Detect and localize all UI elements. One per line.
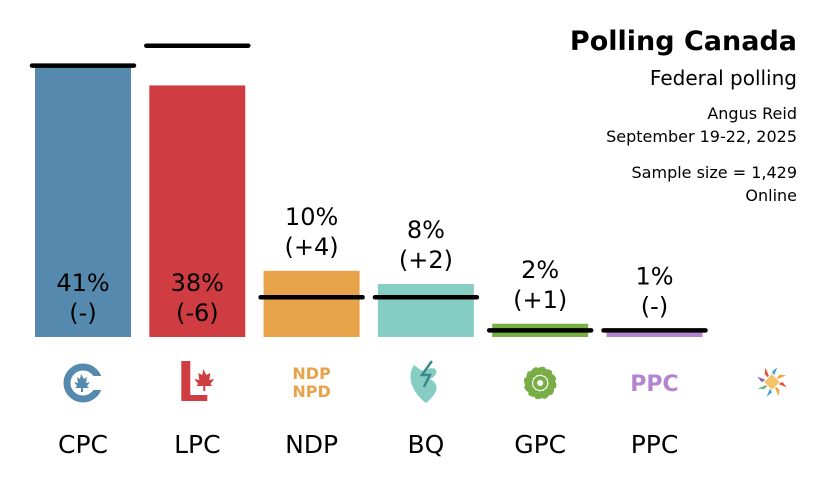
value-label-ndp: 10% xyxy=(285,203,338,231)
category-label-cpc: CPC xyxy=(58,430,108,459)
svg-text:NDP: NDP xyxy=(292,364,331,383)
chart-title: Polling Canada xyxy=(569,26,797,57)
gpc-logo-icon xyxy=(523,366,557,400)
value-label-ppc: 1% xyxy=(635,262,673,290)
bar-bq xyxy=(377,284,474,337)
value-label-gpc: 2% xyxy=(521,256,559,284)
poll-mode: Online xyxy=(745,186,797,205)
ppc-logo-icon: PPC xyxy=(630,372,678,397)
change-label-bq: (+2) xyxy=(399,246,453,274)
bars-layer: 41%(-)CPC38%(-6)LPC10%(+4)NDP8%(+2)BQ2%(… xyxy=(29,43,708,459)
category-label-ppc: PPC xyxy=(631,430,679,459)
cpc-logo-icon xyxy=(63,363,104,403)
bar-cpc xyxy=(35,65,131,337)
lpc-logo-icon xyxy=(181,361,215,401)
value-label-cpc: 41% xyxy=(56,269,109,297)
change-label-ppc: (-) xyxy=(641,292,668,320)
bar-ndp xyxy=(263,270,360,337)
change-label-ndp: (+4) xyxy=(285,233,339,261)
bar-ppc xyxy=(606,330,703,337)
change-label-cpc: (-) xyxy=(69,299,96,327)
chart-subtitle: Federal polling xyxy=(649,66,797,90)
category-label-ndp: NDP xyxy=(285,430,338,459)
category-label-bq: BQ xyxy=(407,430,444,459)
change-label-lpc: (-6) xyxy=(176,299,219,327)
bq-logo-icon xyxy=(410,360,437,403)
bar-lpc xyxy=(149,85,246,337)
poll-dates: September 19-22, 2025 xyxy=(606,127,797,146)
angus-reid-logo-icon xyxy=(754,364,790,400)
change-label-gpc: (+1) xyxy=(513,286,567,314)
value-label-lpc: 38% xyxy=(171,269,224,297)
svg-text:PPC: PPC xyxy=(630,372,678,397)
category-label-lpc: LPC xyxy=(174,430,220,459)
value-label-bq: 8% xyxy=(407,216,445,244)
sample-size: Sample size = 1,429 xyxy=(631,163,797,182)
svg-text:NPD: NPD xyxy=(292,382,330,401)
category-label-gpc: GPC xyxy=(514,430,566,459)
pollster-name: Angus Reid xyxy=(707,104,797,123)
